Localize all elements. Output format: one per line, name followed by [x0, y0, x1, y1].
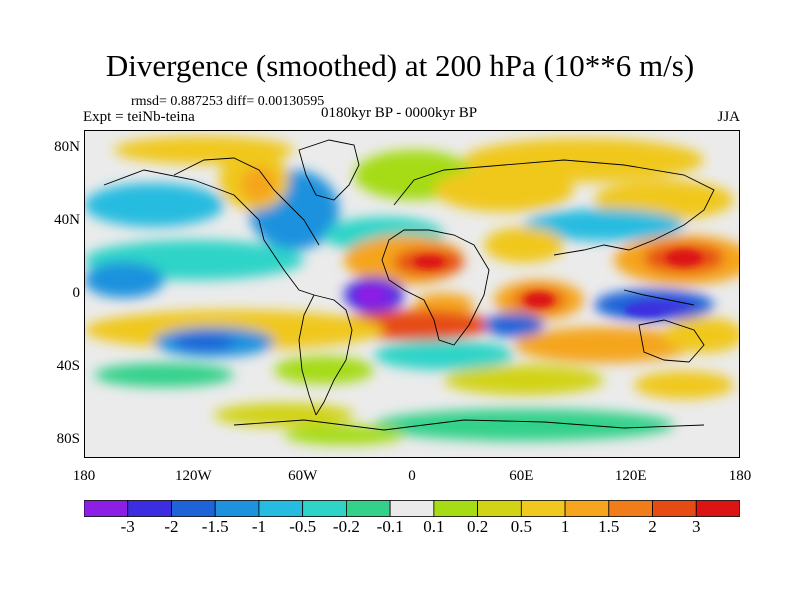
map-canvas [84, 130, 740, 458]
colorbar-swatch [608, 500, 653, 517]
colorbar-swatch [564, 500, 610, 517]
y-tick-label: 40S [56, 358, 80, 374]
x-tick-label: 180 [72, 468, 96, 484]
y-tick-label: 80S [56, 431, 80, 447]
colorbar-swatch [477, 500, 522, 517]
colorbar-swatch [433, 500, 479, 517]
divergence-map [84, 130, 740, 458]
colorbar-label: 1.5 [598, 517, 620, 536]
colorbar-swatch [214, 500, 260, 517]
colorbar-swatch [652, 500, 697, 517]
colorbar-swatch [695, 500, 740, 517]
map-title: Divergence (smoothed) at 200 hPa (10**6 … [105, 48, 695, 83]
colorbar-swatch [520, 500, 566, 517]
colorbar-label: -1 [251, 517, 266, 536]
colorbar-label: -1.5 [201, 517, 229, 536]
y-tick-label: 80N [54, 139, 80, 155]
period-label: 0180kyr BP - 0000kyr BP [321, 105, 478, 121]
colorbar-label: 3 [692, 517, 701, 536]
australia-coast [638, 319, 705, 363]
colorbar-label: 0.1 [423, 517, 445, 536]
colorbar-label: 0.2 [466, 517, 489, 536]
colorbar-label: -0.2 [332, 517, 360, 536]
divergence-cores [359, 250, 702, 316]
colorbar-label: 1 [560, 517, 570, 536]
north-america-east-coast [173, 157, 320, 246]
stats-text: rmsd= 0.887253 diff= 0.00130595 [131, 94, 325, 109]
y-tick-label: 40N [54, 212, 80, 228]
indonesia-coast [623, 289, 695, 306]
colorbar-swatch [302, 500, 347, 517]
colorbar-label: 0.5 [510, 517, 532, 536]
x-tick-label: 120E [614, 468, 647, 484]
colorbar-label: -0.1 [376, 517, 404, 536]
colorbar-swatch [171, 500, 216, 517]
x-tick-label: 60E [509, 468, 534, 484]
eurasia-coast [393, 159, 715, 256]
colorbar-label: -3 [120, 517, 135, 536]
south-america-west-coast [298, 294, 317, 416]
colorbar-label: 2 [648, 517, 657, 536]
colorbar-swatch [389, 500, 435, 517]
coastlines [103, 139, 715, 431]
colorbar-swatch [345, 500, 391, 517]
colorbar-label: -2 [164, 517, 179, 536]
greenland-coast [298, 139, 360, 201]
experiment-label: Expt = teiNb-teina [83, 109, 195, 125]
x-tick-label: 120W [174, 468, 212, 484]
x-tick-label: 180 [728, 468, 752, 484]
colorbar-swatch [84, 500, 129, 517]
x-tick-label: 60W [288, 468, 318, 484]
colorbar [84, 500, 740, 517]
x-tick-label: 0 [408, 468, 416, 484]
map-frame [84, 130, 740, 458]
colorbar-label: -0.5 [289, 517, 317, 536]
africa-coast [381, 229, 490, 346]
season-label: JJA [717, 109, 740, 125]
y-tick-label: 0 [72, 285, 81, 301]
antarctica-coast [233, 419, 705, 431]
south-america-east-coast [313, 294, 353, 416]
colorbar-swatch [258, 500, 304, 517]
divergence-field [84, 136, 740, 445]
north-america-coast [103, 169, 315, 296]
colorbar-swatch [127, 500, 172, 517]
